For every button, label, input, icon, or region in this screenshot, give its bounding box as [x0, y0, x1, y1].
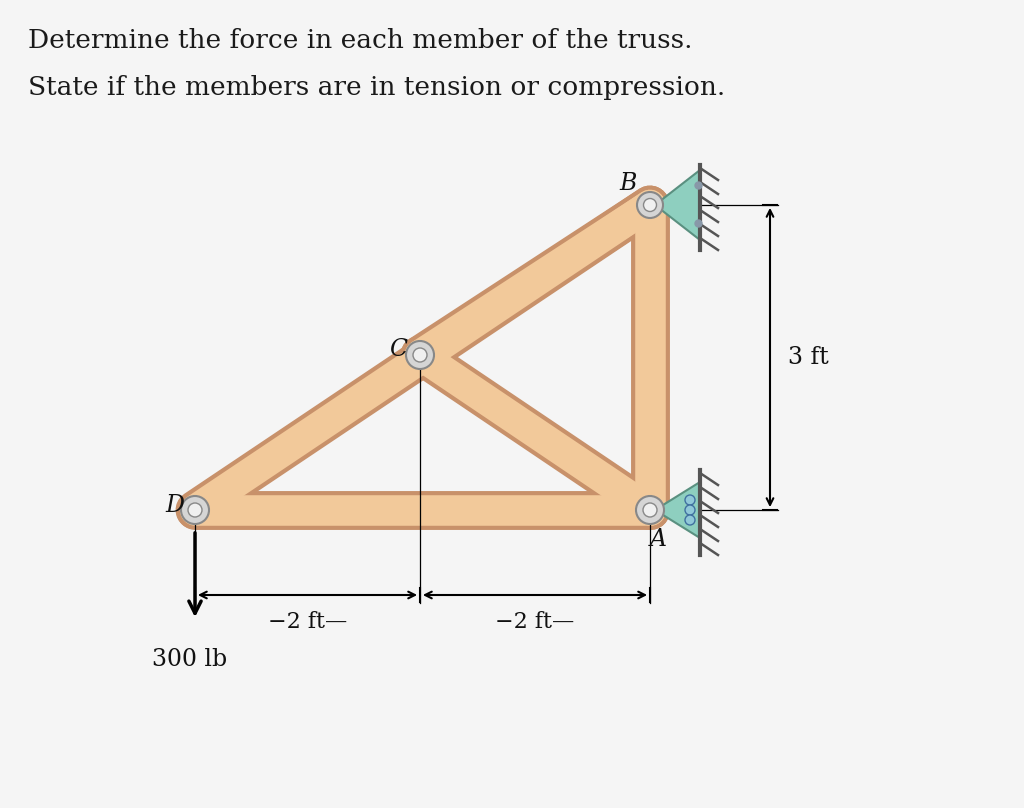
- Text: −2 ft—: −2 ft—: [496, 611, 574, 633]
- Text: B: B: [620, 171, 637, 195]
- Circle shape: [643, 503, 657, 517]
- Text: D: D: [166, 494, 184, 516]
- Text: C: C: [389, 339, 408, 361]
- Text: −2 ft—: −2 ft—: [268, 611, 347, 633]
- Circle shape: [636, 496, 664, 524]
- Circle shape: [685, 515, 695, 525]
- Circle shape: [643, 199, 656, 212]
- Polygon shape: [655, 170, 700, 240]
- Circle shape: [637, 192, 663, 218]
- Polygon shape: [655, 482, 700, 538]
- Circle shape: [685, 495, 695, 505]
- Circle shape: [181, 496, 209, 524]
- Text: 300 lb: 300 lb: [153, 648, 227, 671]
- Text: Determine the force in each member of the truss.: Determine the force in each member of th…: [28, 28, 692, 53]
- Circle shape: [685, 505, 695, 515]
- Text: 3 ft: 3 ft: [788, 346, 828, 369]
- Circle shape: [188, 503, 202, 517]
- Circle shape: [413, 348, 427, 362]
- Text: A: A: [649, 528, 667, 552]
- Circle shape: [406, 341, 434, 369]
- Text: State if the members are in tension or compression.: State if the members are in tension or c…: [28, 75, 725, 100]
